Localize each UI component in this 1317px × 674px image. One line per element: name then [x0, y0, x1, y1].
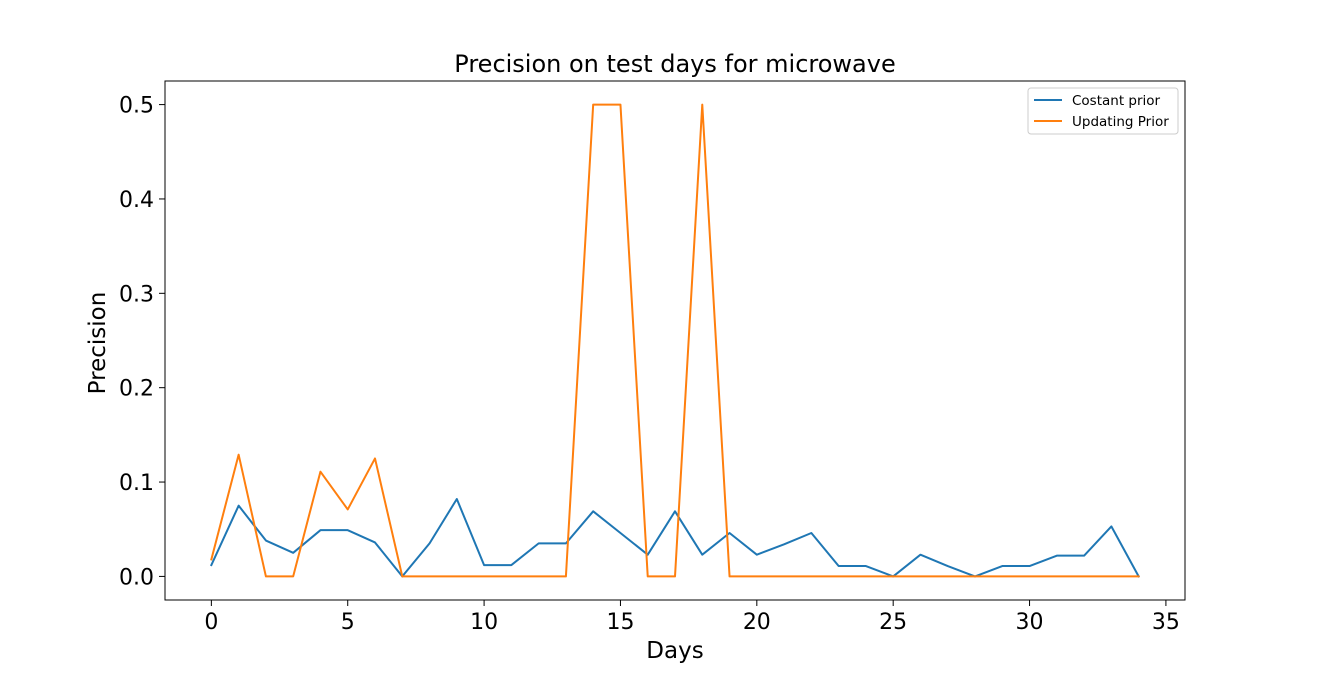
y-axis: 0.0 0.1 0.2 0.3 0.4 0.5	[119, 94, 165, 590]
x-tick-label: 10	[470, 610, 498, 635]
legend-label-1: Costant prior	[1072, 93, 1161, 109]
x-tick-label: 5	[341, 610, 355, 635]
y-axis-label: Precision	[85, 292, 111, 395]
x-tick-label: 25	[879, 610, 907, 635]
y-tick-label: 0.4	[119, 188, 154, 213]
series-line-2	[210, 103, 1140, 578]
x-tick-label: 30	[1016, 610, 1044, 635]
x-tick-label: 15	[606, 610, 634, 635]
x-axis: 0 5 10 15 20 25 30 35	[204, 600, 1180, 635]
series-line-1	[210, 498, 1140, 578]
x-tick-label: 20	[743, 610, 771, 635]
y-tick-label: 0.0	[119, 565, 154, 590]
legend-box	[1027, 87, 1179, 135]
y-tick-label: 0.2	[119, 377, 154, 402]
x-tick-label: 0	[204, 610, 218, 635]
legend-label-2: Updating Prior	[1072, 114, 1169, 130]
legend: Costant prior Updating Prior	[1027, 87, 1179, 135]
chart-title: Precision on test days for microwave	[454, 50, 895, 78]
y-tick-label: 0.3	[119, 282, 154, 307]
y-tick-label: 0.5	[119, 94, 154, 119]
x-axis-label: Days	[646, 638, 703, 664]
y-tick-label: 0.1	[119, 471, 154, 496]
x-tick-label: 35	[1152, 610, 1180, 635]
plot-frame	[164, 80, 1186, 601]
plot-area	[210, 103, 1140, 578]
